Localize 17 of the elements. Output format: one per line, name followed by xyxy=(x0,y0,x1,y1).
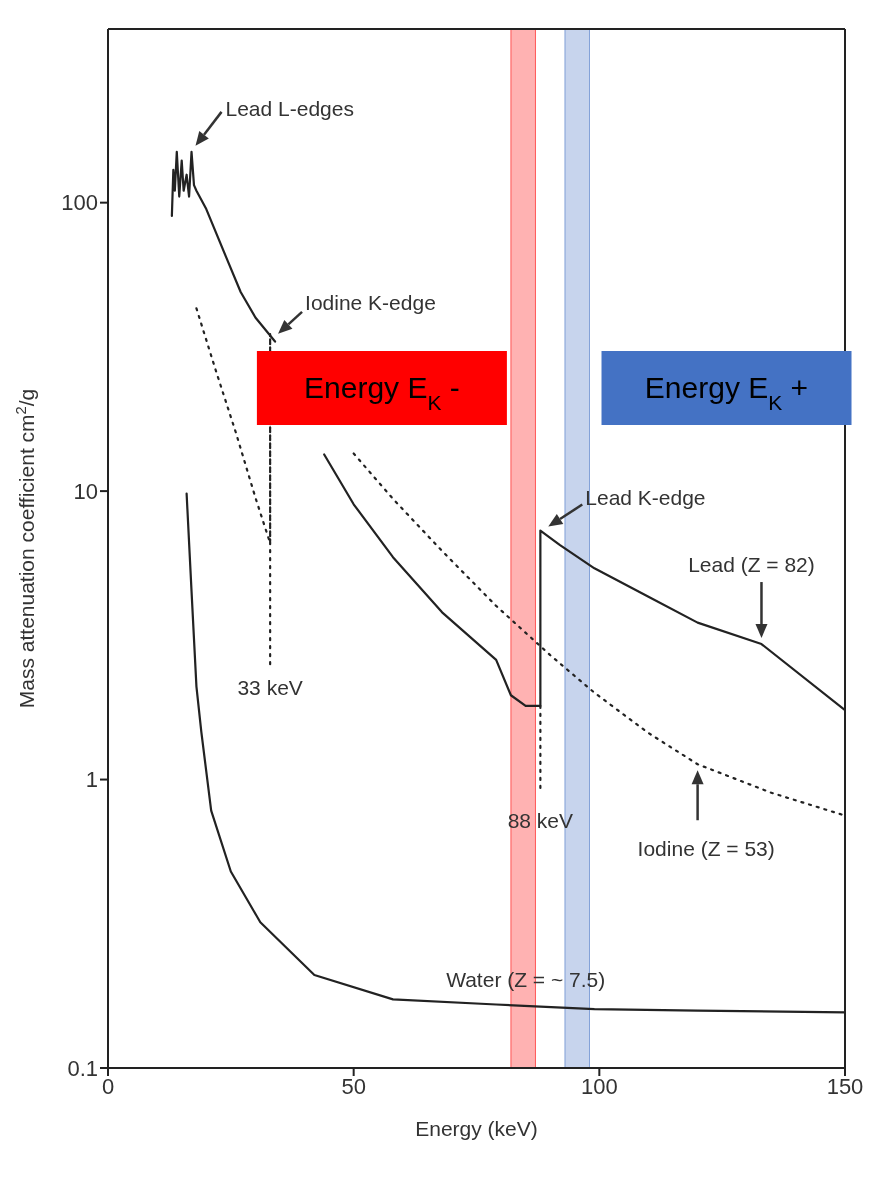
x-axis-title: Energy (keV) xyxy=(415,1117,538,1140)
x-tick-label: 0 xyxy=(101,1073,115,1099)
y-tick-label: 0.1 xyxy=(67,1055,98,1081)
band-label: Energy E$_{K}$ + xyxy=(644,371,809,414)
x-tick-label: 50 xyxy=(341,1073,366,1099)
series-label: 33 keV xyxy=(237,675,303,699)
series-label: 88 keV xyxy=(507,808,574,832)
annotation: Iodine K-edge xyxy=(305,290,436,314)
y-tick-label: 100 xyxy=(61,190,98,216)
band-label: Energy E$_{K}$ - xyxy=(304,371,460,414)
annotation: Lead L-edges xyxy=(225,96,354,120)
y-tick-label: 1 xyxy=(85,767,98,793)
y-tick-label: 10 xyxy=(73,478,98,504)
x-tick-label: 150 xyxy=(826,1073,864,1099)
series-label: Iodine (Z = 53) xyxy=(637,837,775,861)
series-label: Lead (Z = 82) xyxy=(688,553,815,577)
x-tick-label: 100 xyxy=(580,1073,618,1099)
